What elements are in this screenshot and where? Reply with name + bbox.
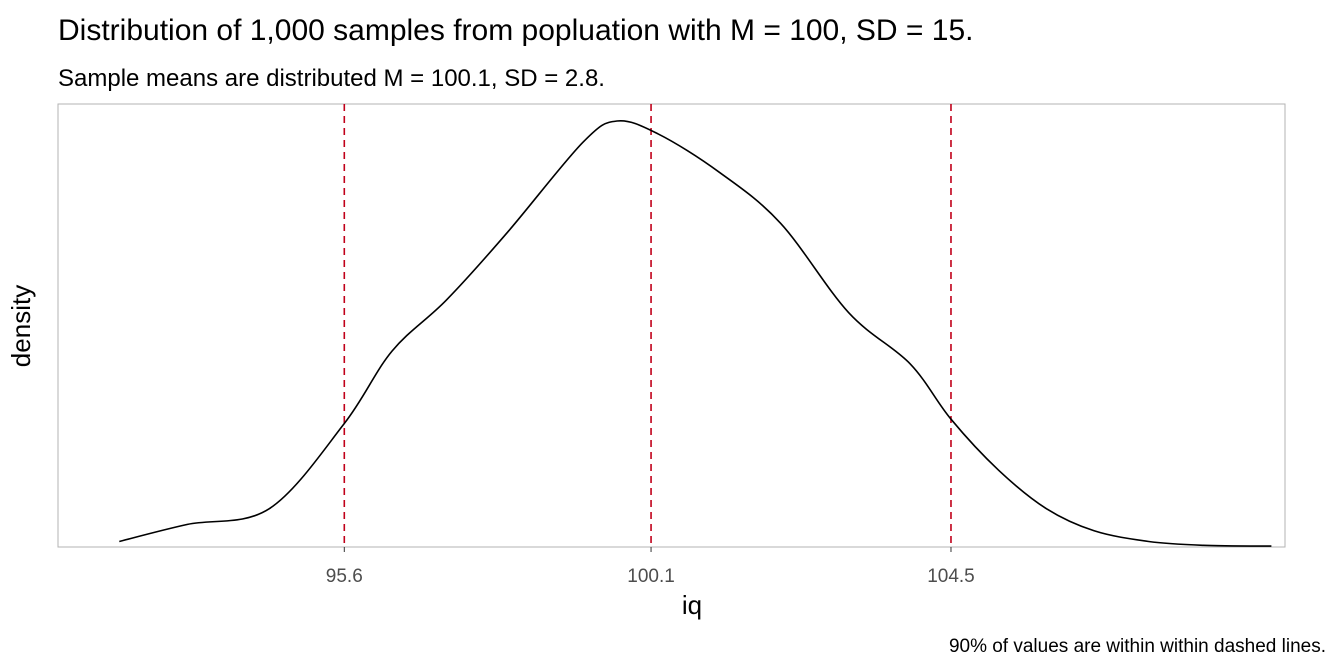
x-axis-label: iq bbox=[682, 590, 702, 620]
chart-title: Distribution of 1,000 samples from poplu… bbox=[58, 14, 973, 47]
x-tick-label: 95.6 bbox=[326, 566, 363, 587]
plot-panel-border bbox=[57, 103, 1286, 548]
x-tick-label: 100.1 bbox=[627, 566, 675, 587]
density-curve bbox=[119, 120, 1272, 547]
chart-caption: 90% of values are within within dashed l… bbox=[949, 636, 1326, 657]
reference-lines bbox=[343, 104, 952, 547]
chart-subtitle: Sample means are distributed M = 100.1, … bbox=[58, 65, 605, 92]
x-tick-label: 104.5 bbox=[927, 566, 975, 587]
density-series bbox=[119, 120, 1272, 547]
x-axis-ticks: 95.6 100.1 104.5 bbox=[326, 547, 975, 587]
y-axis-label: density bbox=[6, 285, 36, 367]
